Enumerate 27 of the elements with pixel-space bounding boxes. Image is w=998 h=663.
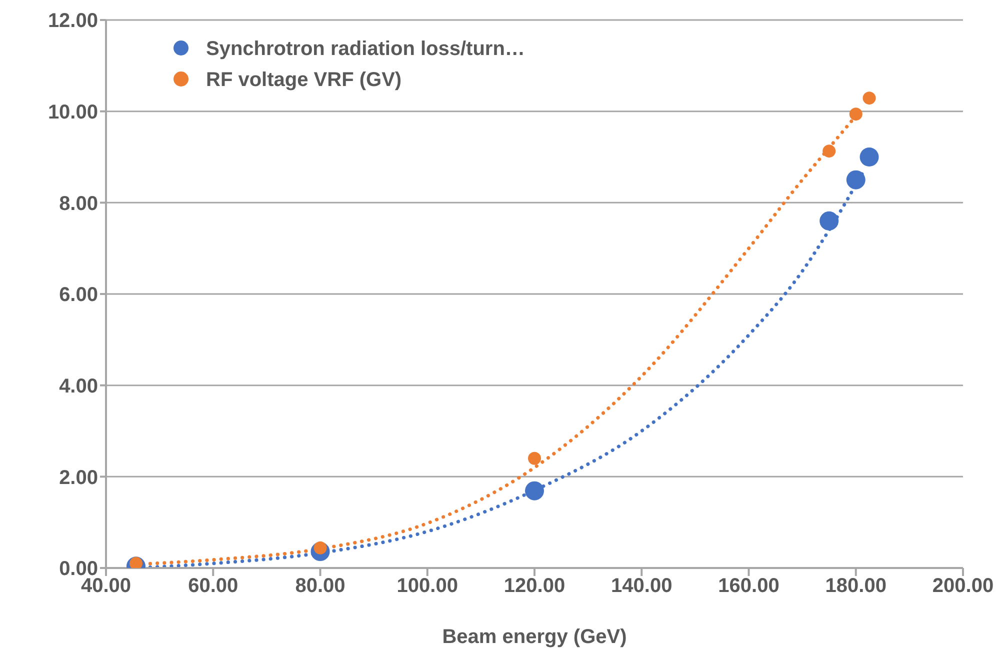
y-tick-label: 2.00 xyxy=(59,466,98,489)
legend-label: RF voltage VRF (GV) xyxy=(206,69,402,91)
point xyxy=(849,108,862,121)
legend-label: Synchrotron radiation loss/turn… xyxy=(206,38,525,60)
y-tick-label: 8.00 xyxy=(59,192,98,215)
x-axis-title: Beam energy (GeV) xyxy=(442,626,627,648)
point xyxy=(846,170,866,190)
y-tick-label: 6.00 xyxy=(59,284,98,306)
point xyxy=(822,144,836,158)
x-tick-label: 60.00 xyxy=(188,575,238,598)
x-tick-label: 200.00 xyxy=(932,575,994,598)
point xyxy=(860,148,879,166)
x-tick-label: 40.00 xyxy=(80,575,132,598)
point xyxy=(862,92,876,105)
y-tick-label: 12.00 xyxy=(48,10,98,32)
point xyxy=(528,452,541,465)
x-tick-label: 140.00 xyxy=(611,575,672,598)
x-tick-label: 180.00 xyxy=(825,575,886,598)
y-tick-label: 4.00 xyxy=(59,375,98,398)
point xyxy=(525,481,544,500)
x-tick-label: 120.00 xyxy=(504,575,566,598)
point xyxy=(820,211,839,230)
point xyxy=(129,556,142,568)
y-tick-label: 10.00 xyxy=(48,101,98,124)
x-tick-label: 80.00 xyxy=(295,575,346,598)
x-tick-label: 160.00 xyxy=(718,575,780,598)
x-tick-label: 100.00 xyxy=(396,575,458,598)
